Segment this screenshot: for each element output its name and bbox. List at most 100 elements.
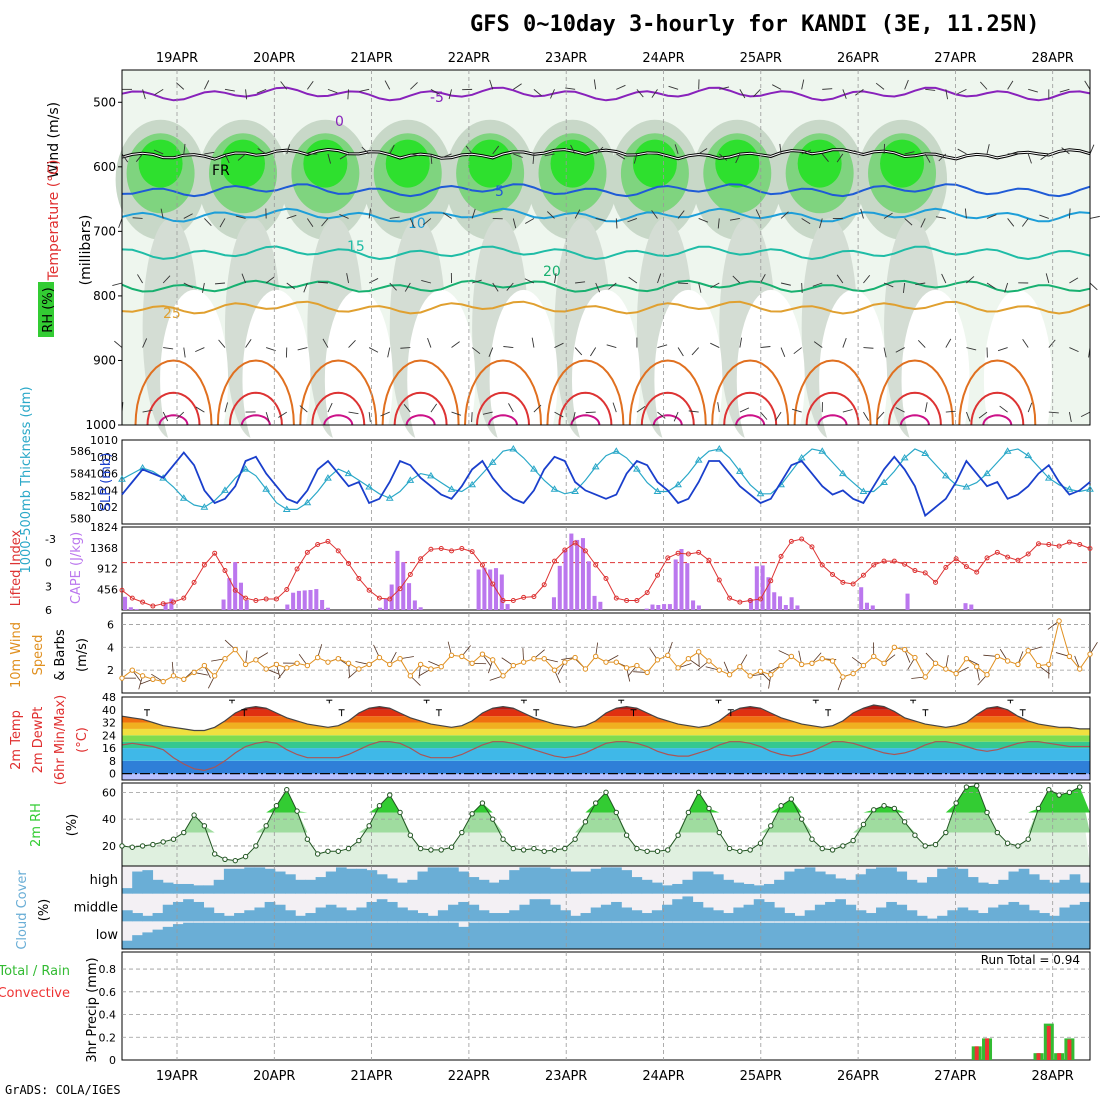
thickness-marker: [344, 469, 353, 477]
wind-barb: [1004, 282, 1009, 293]
li-marker: [840, 579, 846, 585]
thickness-marker: [797, 453, 806, 461]
wind-barb: [154, 88, 164, 96]
rh-marker: [201, 823, 208, 829]
cloud-cell: [417, 922, 429, 949]
cloud-cell: [560, 868, 571, 894]
wind-barb: [924, 153, 931, 163]
warm-dome-isotherm: [735, 414, 766, 426]
wind-speed-marker: [809, 660, 815, 666]
cloud-cell: [631, 910, 643, 922]
wind-barb: [544, 153, 555, 157]
li-marker: [685, 551, 691, 557]
slp-tick-label: 1010: [90, 434, 118, 447]
cape-bar: [766, 577, 771, 610]
wind-barb: [430, 153, 433, 164]
wind-speed-marker: [253, 657, 259, 663]
wind-barb: [280, 81, 288, 90]
slp-tick-label: 1008: [90, 451, 118, 464]
wind-speed-marker: [912, 654, 918, 661]
rh-marker: [984, 809, 990, 816]
li-marker: [768, 578, 774, 584]
cloud-cell: [1079, 882, 1091, 894]
day-label-bottom: 25APR: [740, 1069, 782, 1084]
li-line: [121, 538, 1091, 607]
cloud-cell: [784, 922, 796, 949]
warm-dome-isotherm: [476, 391, 530, 426]
wind-barb: [924, 402, 928, 413]
wind-barb: [651, 89, 658, 98]
isotherm--5: [121, 86, 1091, 102]
li-marker: [757, 596, 763, 602]
temp-tick-label: 8: [109, 755, 116, 768]
li-marker: [1066, 539, 1072, 545]
li-marker: [675, 550, 681, 556]
day-label-top: 27APR: [934, 51, 976, 66]
cape-bar: [378, 607, 383, 610]
rh-marker: [562, 845, 568, 852]
rh-marker: [469, 811, 475, 817]
warm-dome-isotherm: [711, 359, 790, 426]
cloud-cell: [305, 879, 317, 894]
slp-tick-label: 1002: [90, 501, 118, 514]
wind-barb: [595, 282, 601, 293]
thickness-tick-label: 586: [70, 445, 91, 458]
cloud-cell: [285, 874, 296, 894]
li-marker: [243, 595, 249, 601]
wind-barb: [668, 85, 679, 90]
wind-barb: [348, 340, 356, 348]
cape-bar: [123, 596, 128, 610]
isotherm-25: [121, 300, 1091, 315]
wind-barb: [430, 88, 440, 95]
li-marker: [1077, 542, 1083, 548]
thickness-marker: [941, 471, 950, 479]
y-label-rh-unit: (%): [65, 814, 80, 837]
wind-barb: [317, 281, 328, 284]
cloud-cell: [865, 913, 877, 922]
y-label-precip: 3hr Precip (mm): [85, 957, 100, 1062]
cloud-cell: [407, 922, 418, 949]
cloud-cell: [672, 899, 683, 922]
li-marker: [181, 595, 187, 601]
wind-barb: [612, 402, 617, 413]
rh-marker: [953, 800, 959, 806]
rh-marker: [335, 848, 341, 854]
wind-barb: [863, 411, 869, 421]
cloud-cell: [1059, 922, 1071, 949]
wind-tick-label: 6: [107, 618, 114, 631]
wind-barb: [1021, 218, 1029, 227]
thickness-marker: [365, 483, 374, 490]
cloud-cell: [641, 879, 653, 894]
li-marker: [716, 577, 722, 583]
li-marker: [881, 558, 887, 564]
thickness-tick-label: 580: [70, 512, 91, 525]
wind-barb: [508, 403, 514, 413]
wind-barb: [780, 347, 786, 357]
dry-dome: [324, 289, 393, 470]
wind-barb: [735, 153, 741, 164]
wind-barb: [410, 153, 421, 157]
cloud-cell: [988, 907, 999, 922]
li-marker: [747, 598, 753, 604]
cloud-cell: [804, 910, 816, 922]
cloud-cell: [376, 922, 388, 949]
y-label-cape: CAPE (J/kg): [69, 532, 84, 604]
rh-blob-90: [468, 139, 513, 188]
cloud-cell: [580, 871, 592, 894]
rh-marker: [1015, 843, 1021, 849]
dewpoint-line: [121, 741, 1090, 772]
wind-barb: [718, 153, 728, 161]
wind-barb: [1039, 214, 1049, 219]
wind-barb: [717, 402, 720, 413]
wind-barb: [917, 340, 926, 348]
cloud-cell: [712, 910, 724, 922]
wind-barb: [883, 212, 893, 219]
li-marker: [397, 586, 403, 592]
pressure-tick-label: 500: [93, 95, 116, 109]
cape-bar: [963, 603, 968, 610]
temp-band: [122, 760, 1090, 774]
wind-barb: [160, 208, 164, 219]
cloud-cell: [458, 926, 469, 949]
wind-barb: [657, 273, 662, 284]
cloud-cell: [264, 868, 276, 894]
